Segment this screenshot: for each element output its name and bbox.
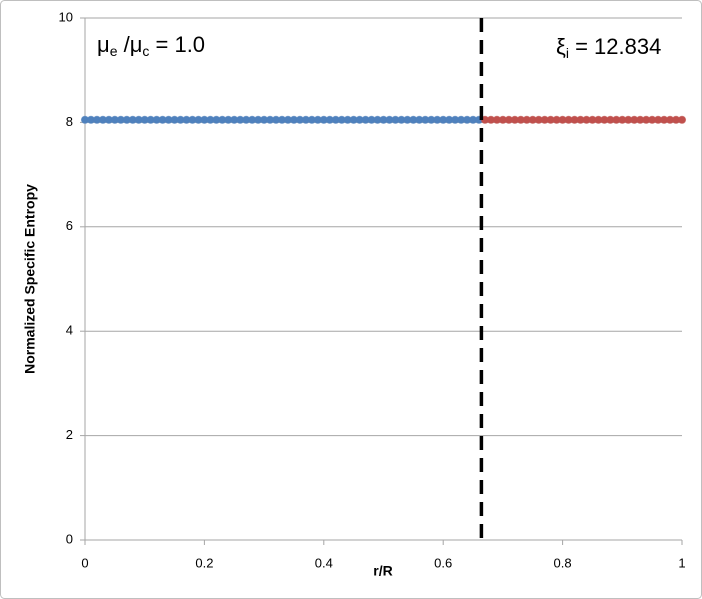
annotation: ξi = 12.834 bbox=[556, 34, 661, 61]
annotation-part: = 12.834 bbox=[569, 34, 661, 59]
x-tick-label: 0 bbox=[81, 555, 88, 570]
y-tick-label: 4 bbox=[66, 323, 73, 338]
y-tick-label: 2 bbox=[66, 427, 73, 442]
y-tick-label: 10 bbox=[59, 9, 73, 24]
annotation-subscript: c bbox=[142, 43, 149, 59]
annotation-part: = 1.0 bbox=[149, 32, 205, 57]
x-tick-label: 0.4 bbox=[315, 555, 333, 570]
x-tick-label: 0.8 bbox=[554, 555, 572, 570]
annotation: μe /μc = 1.0 bbox=[97, 32, 205, 59]
x-tick-label: 0.6 bbox=[434, 555, 452, 570]
annotation-part: μ bbox=[97, 32, 110, 57]
y-tick-label: 6 bbox=[66, 218, 73, 233]
x-axis-title: r/R bbox=[373, 563, 392, 579]
point bbox=[677, 115, 687, 124]
annotation-part: ξ bbox=[556, 34, 566, 59]
annotation-subscript: i bbox=[566, 45, 569, 61]
y-tick-label: 8 bbox=[66, 114, 73, 129]
annotation-part: /μ bbox=[117, 32, 142, 57]
x-tick-label: 0.2 bbox=[195, 555, 213, 570]
y-tick-label: 0 bbox=[66, 531, 73, 546]
annotation-subscript: e bbox=[110, 43, 118, 59]
x-tick-label: 1 bbox=[678, 555, 685, 570]
y-axis-title: Normalized Specific Entropy bbox=[22, 184, 38, 374]
